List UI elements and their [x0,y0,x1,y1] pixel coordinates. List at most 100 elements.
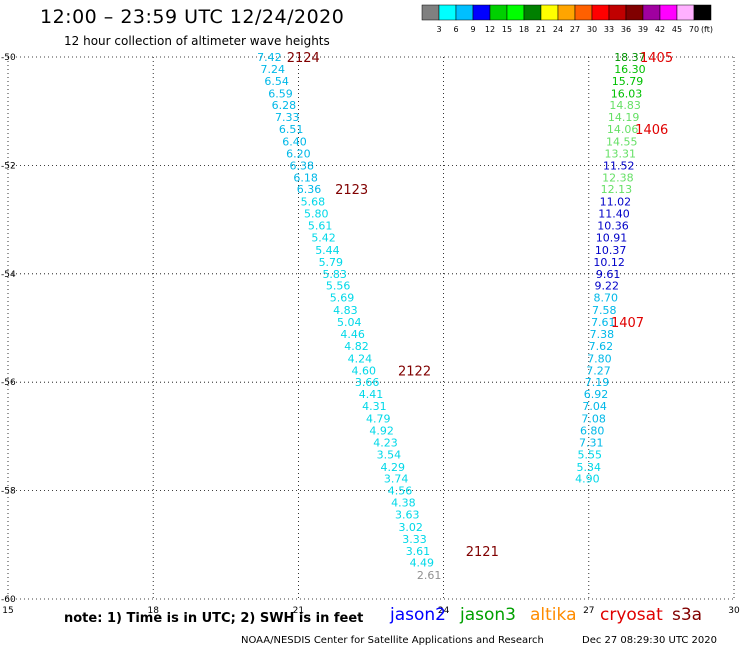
pass-label: 2123 [335,183,368,198]
colorbar-label: 18 [519,25,529,34]
colorbar-label: 36 [621,25,631,34]
data-point-jason2: 4.41 [359,388,384,401]
y-tick-label: -50 [1,53,16,63]
data-point-jason2: 5.42 [311,231,336,244]
data-point-jason3: 7.08 [581,413,606,426]
data-point-jason3: 11.40 [598,208,630,221]
x-tick-label: 27 [583,606,594,616]
data-point-jason3: 11.02 [600,196,632,209]
data-point-jason2: 4.29 [381,461,406,474]
legend-altika: altika [530,605,577,625]
data-point-jason3: 14.55 [606,136,638,149]
data-point-jason3: 7.58 [592,304,617,317]
data-point-jason3: 8.70 [593,292,618,305]
data-point-jason2: 4.60 [351,364,376,377]
data-point-jason2: 6.54 [264,75,289,88]
colorbar-swatch [489,4,508,21]
data-point-jason3: 7.38 [590,328,615,341]
colorbar-swatch [676,4,695,21]
x-tick-label: 15 [2,606,13,616]
colorbar-swatch [557,4,576,21]
data-point-jason2: 4.46 [340,328,365,341]
colorbar-label: 30 [587,25,597,34]
data-point-jason2: 6.40 [282,136,307,149]
data-point-jason3: 4.90 [575,473,600,486]
data-point-jason3: 7.61 [591,316,616,329]
pass-label: 1405 [640,51,673,66]
data-point-jason2: 4.56 [388,485,413,498]
colorbar-label: 9 [470,25,475,34]
colorbar-swatch [421,4,440,21]
colorbar-swatch [438,4,457,21]
data-point-jason3: 12.38 [602,171,634,184]
data-point-jason2: 4.38 [391,497,416,510]
pass-label: 1406 [635,123,668,138]
colorbar-swatch [455,4,474,21]
colorbar-swatch [591,4,610,21]
data-point-jason2: 3.54 [377,448,402,461]
data-point-jason2: 7.33 [275,111,300,124]
footnote: note: 1) Time is in UTC; 2) SWH is in fe… [64,611,364,626]
data-point-jason2: 5.79 [319,256,344,269]
grid-lines [7,56,735,600]
data-point-jason3: 10.12 [593,256,625,269]
colorbar-label: 3 [436,25,441,34]
colorbar-label: 33 [604,25,614,34]
data-point-jason2: 6.59 [268,87,293,100]
data-point-jason3: 5.34 [577,461,602,474]
data-point-jason2: 6.20 [286,147,311,160]
data-point-jason2: 5.56 [326,280,351,293]
data-point-jason3: 7.04 [582,400,607,413]
data-point-jason3: 14.19 [608,111,640,124]
data-point-jason3: 10.37 [595,244,627,257]
x-tick-label: 18 [147,606,159,616]
generation-timestamp: Dec 27 08:29:30 UTC 2020 [582,635,717,646]
colorbar-swatch [642,4,661,21]
data-point-jason2: 5.80 [304,208,329,221]
colorbar-label: 39 [638,25,648,34]
legend-jason2: jason2 [390,605,446,625]
data-point-jason2: 5.61 [308,220,333,233]
data-point-jason2: 6.18 [293,171,318,184]
data-point-jason2: 3.33 [402,533,427,546]
colorbar-unit: (ft) [701,25,713,34]
data-point-jason2: 5.04 [337,316,362,329]
chart-subtitle: 12 hour collection of altimeter wave hei… [64,34,330,48]
x-tick-label: 24 [438,606,450,616]
data-point-jason2: 4.83 [333,304,358,317]
colorbar-label: 12 [485,25,495,34]
colorbar-swatch [625,4,644,21]
data-point-jason3: 5.55 [578,448,603,461]
pass-label: 1407 [611,316,644,331]
colorbar-label: 27 [570,25,580,34]
y-tick-label: -56 [1,378,16,388]
legend-cryosat: cryosat [600,605,663,625]
data-point-jason2: 4.23 [373,436,398,449]
y-tick-label: -60 [1,595,16,605]
data-point-jason3: 16.03 [611,87,643,100]
data-point-jason2: 3.66 [355,376,380,389]
x-tick-label: 21 [293,606,304,616]
data-point-jason3: 11.52 [603,159,635,172]
data-point-jason3: 7.19 [585,376,610,389]
data-point-jason2: 4.31 [362,400,387,413]
colorbar-legend: 3 6 9 12 15 18 21 24 27 30 33 36 39 42 45 70 (ft) [421,4,713,34]
data-point-jason2: 6.38 [290,159,315,172]
data-point-jason2: 4.92 [369,424,394,437]
chart-title: 12:00 – 23:59 UTC 12/24/2020 [40,6,345,28]
data-point-jason2: 3.63 [395,508,420,521]
pass-label: 2121 [466,545,499,560]
data-point-jason3: 6.80 [580,424,605,437]
data-point-jason3: 16.30 [614,63,646,76]
y-tick-label: -58 [1,487,16,497]
data-point-jason2: 7.24 [260,63,285,76]
pass-label: 2122 [398,364,431,379]
data-point-jason2: 3.02 [398,521,423,534]
legend-s3a: s3a [672,605,703,625]
data-point-jason3: 18.37 [614,51,646,64]
data-points: 7.427.246.546.596.287.336.516.406.206.38… [257,51,646,582]
colorbar-swatch [693,4,712,21]
legend-jason3: jason3 [460,605,516,625]
axes: 15 18 21 24 27 30-50-52-54-56-58-60 [1,53,740,616]
colorbar-label: 45 [672,25,682,34]
